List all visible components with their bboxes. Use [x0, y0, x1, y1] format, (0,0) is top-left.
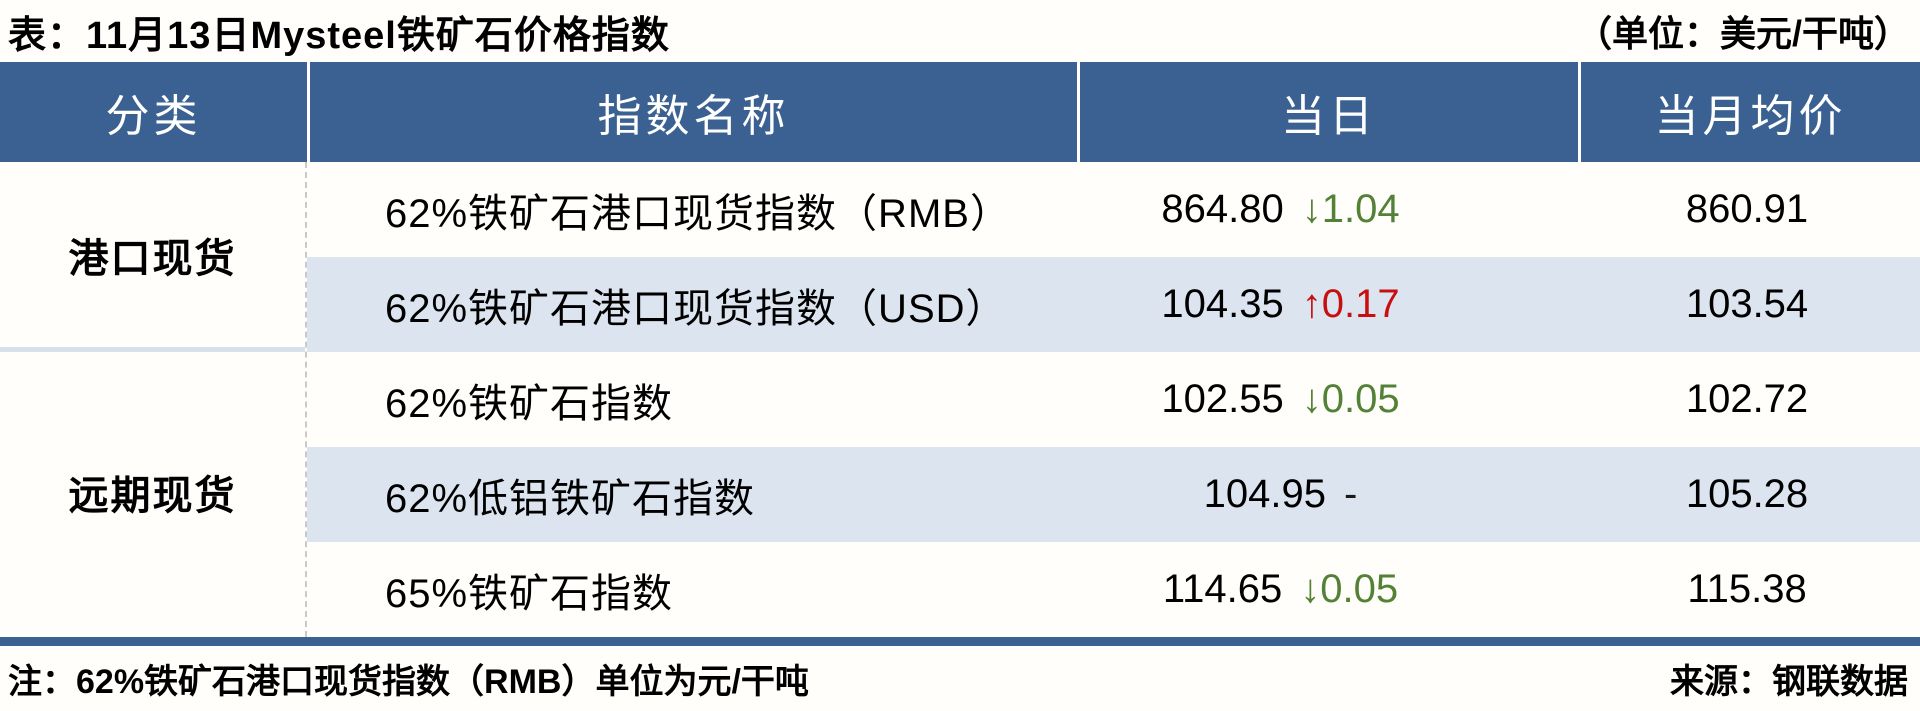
table-row: 62%铁矿石指数 102.55 ↓0.05 102.72 [307, 352, 1920, 447]
footer-note: 注：62%铁矿石港口现货指数（RMB）单位为元/干吨 [8, 663, 809, 701]
monthly-avg-cell: 105.28 [1685, 472, 1809, 516]
table-row: 62%铁矿石港口现货指数（USD） 104.35 ↑0.17 103.54 [307, 257, 1920, 352]
header-cell-today: 当日 [1077, 62, 1578, 162]
change-indicator: - [1344, 472, 1358, 516]
today-value-cell: 104.35 ↑0.17 [1075, 257, 1576, 352]
today-value: 114.65 [1162, 567, 1283, 611]
index-name-cell: 62%铁矿石港口现货指数（USD） [385, 286, 1007, 331]
table-title: 表：11月13日Mysteel铁矿石价格指数 [8, 14, 670, 57]
today-value-cell: 864.80 ↓1.04 [1075, 162, 1576, 257]
monthly-avg-cell: 860.91 [1685, 187, 1809, 231]
unit-note: （单位：美元/干吨） [1575, 13, 1910, 54]
footer-source: 来源：钢联数据 [1670, 663, 1908, 701]
header-cell-monthly-avg: 当月均价 [1578, 62, 1920, 162]
today-value: 102.55 [1161, 377, 1284, 421]
today-value: 104.35 [1161, 282, 1284, 326]
monthly-avg-cell: 115.38 [1687, 567, 1807, 611]
footer-bar: 注：62%铁矿石港口现货指数（RMB）单位为元/干吨 来源：钢联数据 [0, 646, 1920, 711]
today-value-cell: 102.55 ↓0.05 [1075, 352, 1576, 447]
category-column: 港口现货 远期现货 [0, 162, 307, 637]
change-indicator: ↑0.17 [1301, 282, 1400, 326]
table-header: 分类 指数名称 当日 当月均价 [0, 62, 1920, 162]
category-group-port-spot: 港口现货 [0, 162, 305, 352]
table-body: 港口现货 远期现货 62%铁矿石港口现货指数（RMB） 864.80 ↓1.04… [0, 162, 1920, 637]
change-indicator: ↓0.05 [1301, 377, 1400, 421]
today-value-cell: 114.65 ↓0.05 [1075, 542, 1576, 637]
index-name-cell: 62%铁矿石港口现货指数（RMB） [385, 191, 1011, 236]
category-group-forward-spot: 远期现货 [68, 474, 237, 518]
data-rows: 62%铁矿石港口现货指数（RMB） 864.80 ↓1.04 860.91 62… [307, 162, 1920, 637]
table-row: 65%铁矿石指数 114.65 ↓0.05 115.38 [307, 542, 1920, 637]
header-cell-category: 分类 [105, 92, 202, 141]
today-value-cell: 104.95 - [1075, 447, 1576, 542]
change-indicator: ↓1.04 [1301, 187, 1400, 231]
header-cell-index-name: 指数名称 [307, 62, 1077, 162]
today-value: 864.80 [1161, 187, 1284, 231]
index-name-cell: 65%铁矿石指数 [385, 571, 674, 616]
monthly-avg-cell: 103.54 [1685, 282, 1809, 326]
index-name-cell: 62%低铝铁矿石指数 [385, 476, 756, 521]
table-row: 62%铁矿石港口现货指数（RMB） 864.80 ↓1.04 860.91 [307, 162, 1920, 257]
bottom-divider-bar [0, 637, 1920, 646]
monthly-avg-cell: 102.72 [1685, 377, 1809, 421]
change-indicator: ↓0.05 [1300, 567, 1399, 611]
today-value: 104.95 [1203, 472, 1326, 516]
title-bar: 表：11月13日Mysteel铁矿石价格指数 （单位：美元/干吨） [0, 0, 1920, 62]
table-row: 62%低铝铁矿石指数 104.95 - 105.28 [307, 447, 1920, 542]
index-name-cell: 62%铁矿石指数 [385, 381, 674, 426]
